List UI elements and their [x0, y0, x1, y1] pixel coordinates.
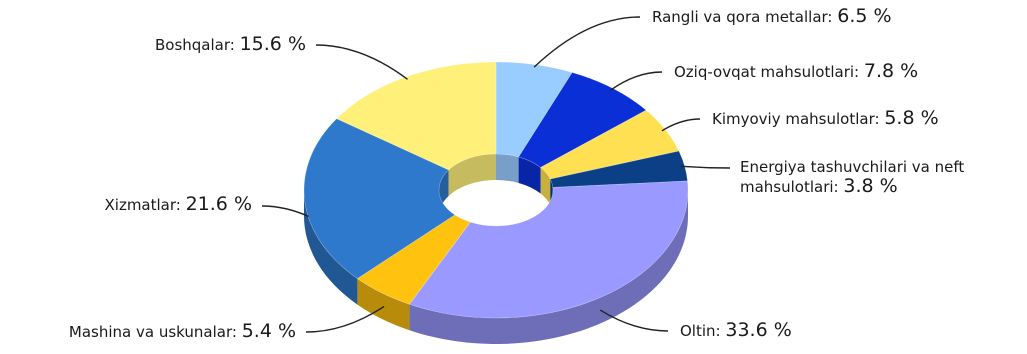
- slice-label-energiya-tashuvchilari-va-neft-mahsulotlari: Energiya tashuvchilari va neft mahsulotla…: [740, 158, 964, 197]
- leader-line-rangli-va-qora-metallar: [534, 17, 640, 67]
- slice-label-value: 15.6 %: [240, 33, 306, 55]
- slice-label-boshqalar: Boshqalar: 15.6 %: [155, 33, 306, 55]
- slice-label-name: Boshqalar:: [155, 36, 240, 54]
- hole-wall-rangli-va-qora-metallar: [496, 154, 519, 183]
- slice-label-name: Xizmatlar:: [105, 196, 186, 214]
- slice-label-xizmatlar: Xizmatlar: 21.6 %: [105, 193, 253, 215]
- slice-label-name: Rangli va qora metallar:: [652, 8, 837, 26]
- slice-label-oziq-ovqat-mahsulotlari: Oziq-ovqat mahsulotlari: 7.8 %: [674, 60, 918, 82]
- slice-label-name: Oziq-ovqat mahsulotlari:: [674, 63, 864, 81]
- leader-line-oziq-ovqat-mahsulotlari: [610, 72, 662, 90]
- slice-label-value: 5.4 %: [242, 320, 296, 342]
- slice-label-value: 33.6 %: [725, 319, 791, 341]
- slice-label-name: mahsulotlari:: [740, 178, 843, 196]
- leader-line-boshqalar: [316, 45, 408, 79]
- slice-label-value: 5.8 %: [884, 107, 938, 129]
- leader-line-xizmatlar: [262, 206, 309, 216]
- slice-label-value: 21.6 %: [186, 193, 252, 215]
- slice-label-value: 6.5 %: [837, 5, 891, 27]
- slice-label-name: Kimyoviy mahsulotlar:: [712, 110, 884, 128]
- slice-label-mashina-va-uskunalar: Mashina va uskunalar: 5.4 %: [69, 320, 296, 342]
- slice-label-kimyoviy-mahsulotlar: Kimyoviy mahsulotlar: 5.8 %: [712, 107, 939, 129]
- slice-label-rangli-va-qora-metallar: Rangli va qora metallar: 6.5 %: [652, 5, 892, 27]
- slice-label-value: 7.8 %: [864, 60, 918, 82]
- slice-label-name: Energiya tashuvchilari va neft: [740, 158, 964, 176]
- slice-label-value: 3.8 %: [843, 175, 897, 197]
- slice-tops: [304, 62, 688, 318]
- leader-line-energiya-tashuvchilari-va-neft-mahsulotlari: [681, 166, 730, 168]
- slice-label-oltin: Oltin: 33.6 %: [680, 319, 792, 341]
- slice-label-name: Oltin:: [680, 322, 725, 340]
- slice-label-name: Mashina va uskunalar:: [69, 323, 242, 341]
- leader-line-kimyoviy-mahsulotlar: [662, 119, 700, 131]
